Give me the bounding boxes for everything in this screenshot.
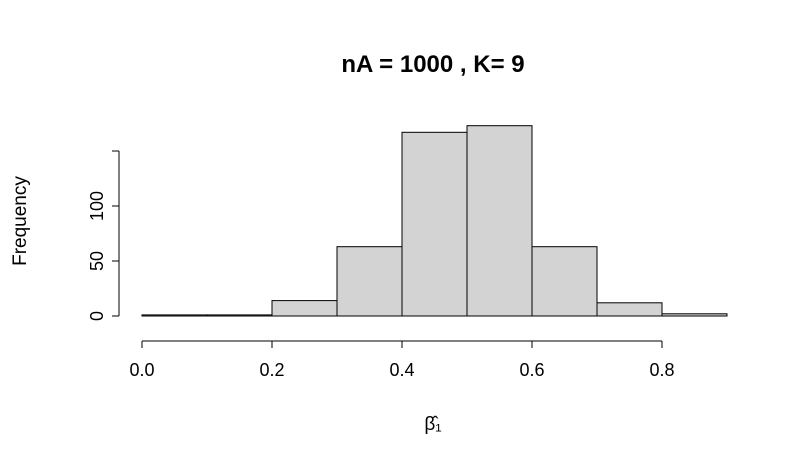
histogram-bar-1: [206, 314, 273, 317]
x-tick-label-0: 0.0: [129, 360, 154, 380]
x-axis-label: β̂₁: [424, 414, 441, 435]
histogram-bar-6: [531, 246, 598, 317]
histogram-bar-2: [271, 300, 338, 317]
y-tick-label-1: 50: [87, 251, 107, 271]
histogram-bar-5: [466, 125, 533, 317]
histogram-bar-8: [661, 313, 728, 317]
histogram-bar-7: [596, 302, 663, 317]
x-axis: 0.0 0.2 0.4 0.6 0.8: [129, 340, 675, 380]
y-axis: 0 50 100: [87, 150, 120, 321]
bars-group: [141, 125, 728, 317]
y-tick-label-2: 100: [87, 191, 107, 221]
histogram-bar-3: [336, 246, 403, 317]
x-tick-label-4: 0.8: [649, 360, 674, 380]
chart-title: nA = 1000 , K= 9: [341, 51, 524, 78]
x-tick-label-1: 0.2: [259, 360, 284, 380]
y-tick-label-0: 0: [87, 311, 107, 321]
histogram-bar-0: [141, 314, 208, 317]
y-axis-label: Frequency: [10, 176, 31, 266]
histogram-bar-4: [401, 131, 468, 317]
x-tick-label-2: 0.4: [389, 360, 414, 380]
x-tick-label-3: 0.6: [519, 360, 544, 380]
